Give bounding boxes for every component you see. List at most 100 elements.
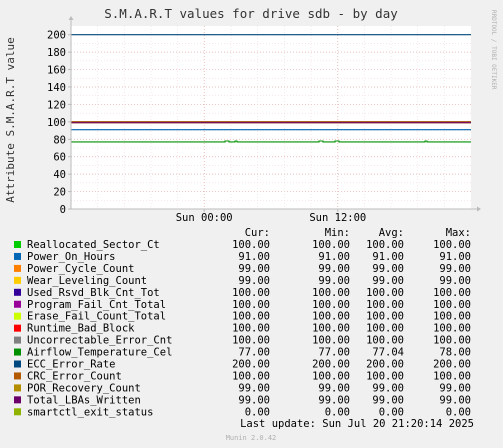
legend: Cur: Min: Avg: Max: Reallocated_Sector_Ct 100… — [14, 227, 471, 418]
legend-value: 99.00 — [238, 382, 270, 394]
legend-value: 99.00 — [238, 394, 270, 406]
series-line — [71, 140, 471, 143]
legend-swatch — [14, 336, 21, 344]
legend-value: 99.00 — [238, 263, 270, 275]
legend-value: 100.00 — [366, 299, 404, 311]
legend-value: 77.04 — [372, 347, 404, 359]
legend-value: 100.00 — [433, 287, 471, 299]
legend-value: 100.00 — [312, 311, 350, 323]
legend-label: Airflow_Temperature_Cel — [27, 347, 172, 359]
legend-value: 99.00 — [318, 263, 350, 275]
legend-value: 99.00 — [439, 382, 471, 394]
y-tick-labels: 0 20 40 60 80 100 120 140 160 180 200 — [47, 30, 66, 216]
legend-label: ECC_Error_Rate — [27, 359, 116, 371]
legend-label: Total_LBAs_Written — [27, 394, 141, 406]
legend-swatch — [14, 241, 21, 248]
plot-area — [71, 26, 471, 209]
legend-swatch — [14, 408, 21, 416]
x-tick-labels: Sun 00:00 Sun 12:00 — [176, 212, 367, 224]
y-tick-label: 120 — [47, 99, 66, 111]
legend-value: 99.00 — [318, 394, 350, 406]
legend-value: 0.00 — [325, 406, 350, 418]
legend-value: 91.00 — [318, 251, 350, 263]
y-tick-label: 80 — [53, 134, 66, 146]
legend-swatch — [14, 252, 21, 260]
legend-value: 0.00 — [446, 406, 471, 418]
legend-value: 100.00 — [433, 335, 471, 347]
y-tick-label: 160 — [47, 65, 66, 77]
legend-label: Wear_Leveling_Count — [27, 275, 147, 287]
legend-label: Runtime_Bad_Block — [27, 323, 135, 335]
legend-label: CRC_Error_Count — [27, 370, 122, 382]
legend-column-header: Cur: — [245, 227, 270, 239]
legend-value: 200.00 — [232, 359, 270, 371]
legend-value: 99.00 — [238, 275, 270, 287]
legend-column-header: Max: — [446, 227, 471, 239]
legend-value: 200.00 — [366, 359, 404, 371]
legend-swatch — [14, 264, 21, 272]
legend-value: 0.00 — [245, 406, 270, 418]
legend-swatch — [14, 396, 21, 404]
legend-label: Reallocated_Sector_Ct — [27, 239, 160, 251]
legend-value: 100.00 — [232, 323, 270, 335]
legend-label: Uncorrectable_Error_Cnt — [27, 335, 172, 347]
legend-value: 200.00 — [433, 359, 471, 371]
legend-value: 99.00 — [372, 275, 404, 287]
x-tick-label: Sun 12:00 — [309, 212, 366, 224]
legend-value: 99.00 — [372, 394, 404, 406]
munin-version: Munin 2.0.42 — [226, 434, 277, 442]
y-tick-label: 0 — [60, 204, 66, 216]
legend-column-header: Avg: — [379, 227, 404, 239]
y-tick-label: 100 — [47, 117, 66, 129]
legend-value: 99.00 — [318, 275, 350, 287]
legend-swatch — [14, 276, 21, 284]
legend-value: 100.00 — [433, 239, 471, 251]
legend-value: 100.00 — [312, 323, 350, 335]
legend-value: 100.00 — [232, 311, 270, 323]
legend-swatch — [14, 360, 21, 368]
axes — [68, 16, 481, 212]
legend-value: 100.00 — [366, 287, 404, 299]
legend-value: 100.00 — [366, 335, 404, 347]
legend-value: 100.00 — [433, 311, 471, 323]
legend-swatch — [14, 348, 21, 356]
legend-value: 100.00 — [232, 287, 270, 299]
legend-value: 99.00 — [439, 394, 471, 406]
side-label: RRDTOOL / TOBI OETIKER — [490, 10, 497, 90]
legend-value: 100.00 — [433, 299, 471, 311]
legend-value: 99.00 — [372, 263, 404, 275]
last-update: Last update: Sun Jul 20 21:20:14 2025 — [240, 418, 474, 430]
legend-value: 99.00 — [372, 382, 404, 394]
legend-swatch — [14, 384, 21, 392]
legend-swatch — [14, 288, 21, 296]
legend-value: 100.00 — [312, 335, 350, 347]
legend-swatch — [14, 312, 21, 320]
legend-value: 99.00 — [318, 382, 350, 394]
legend-value: 100.00 — [366, 370, 404, 382]
legend-label: Program_Fail_Cnt_Total — [27, 299, 166, 311]
legend-value: 91.00 — [439, 251, 471, 263]
x-axis-arrow — [477, 206, 481, 212]
legend-value: 100.00 — [312, 299, 350, 311]
y-tick-label: 200 — [47, 30, 66, 42]
legend-value: 91.00 — [238, 251, 270, 263]
legend-swatch — [14, 372, 21, 380]
x-tick-label: Sun 00:00 — [176, 212, 233, 224]
legend-value: 78.00 — [439, 347, 471, 359]
legend-swatch — [14, 324, 21, 332]
legend-value: 91.00 — [372, 251, 404, 263]
y-tick-label: 20 — [53, 187, 66, 199]
legend-value: 99.00 — [439, 275, 471, 287]
legend-label: Erase_Fail_Count_Total — [27, 311, 166, 323]
legend-value: 77.00 — [238, 347, 270, 359]
legend-value: 100.00 — [366, 239, 404, 251]
y-axis-label: Attribute S.M.A.R.T value — [4, 37, 17, 203]
legend-label: Power_On_Hours — [27, 251, 116, 263]
legend-value: 0.00 — [379, 406, 404, 418]
legend-value: 99.00 — [439, 263, 471, 275]
legend-value: 100.00 — [312, 370, 350, 382]
legend-value: 100.00 — [312, 239, 350, 251]
legend-value: 100.00 — [366, 323, 404, 335]
y-tick-label: 40 — [53, 169, 66, 181]
legend-swatch — [14, 300, 21, 308]
